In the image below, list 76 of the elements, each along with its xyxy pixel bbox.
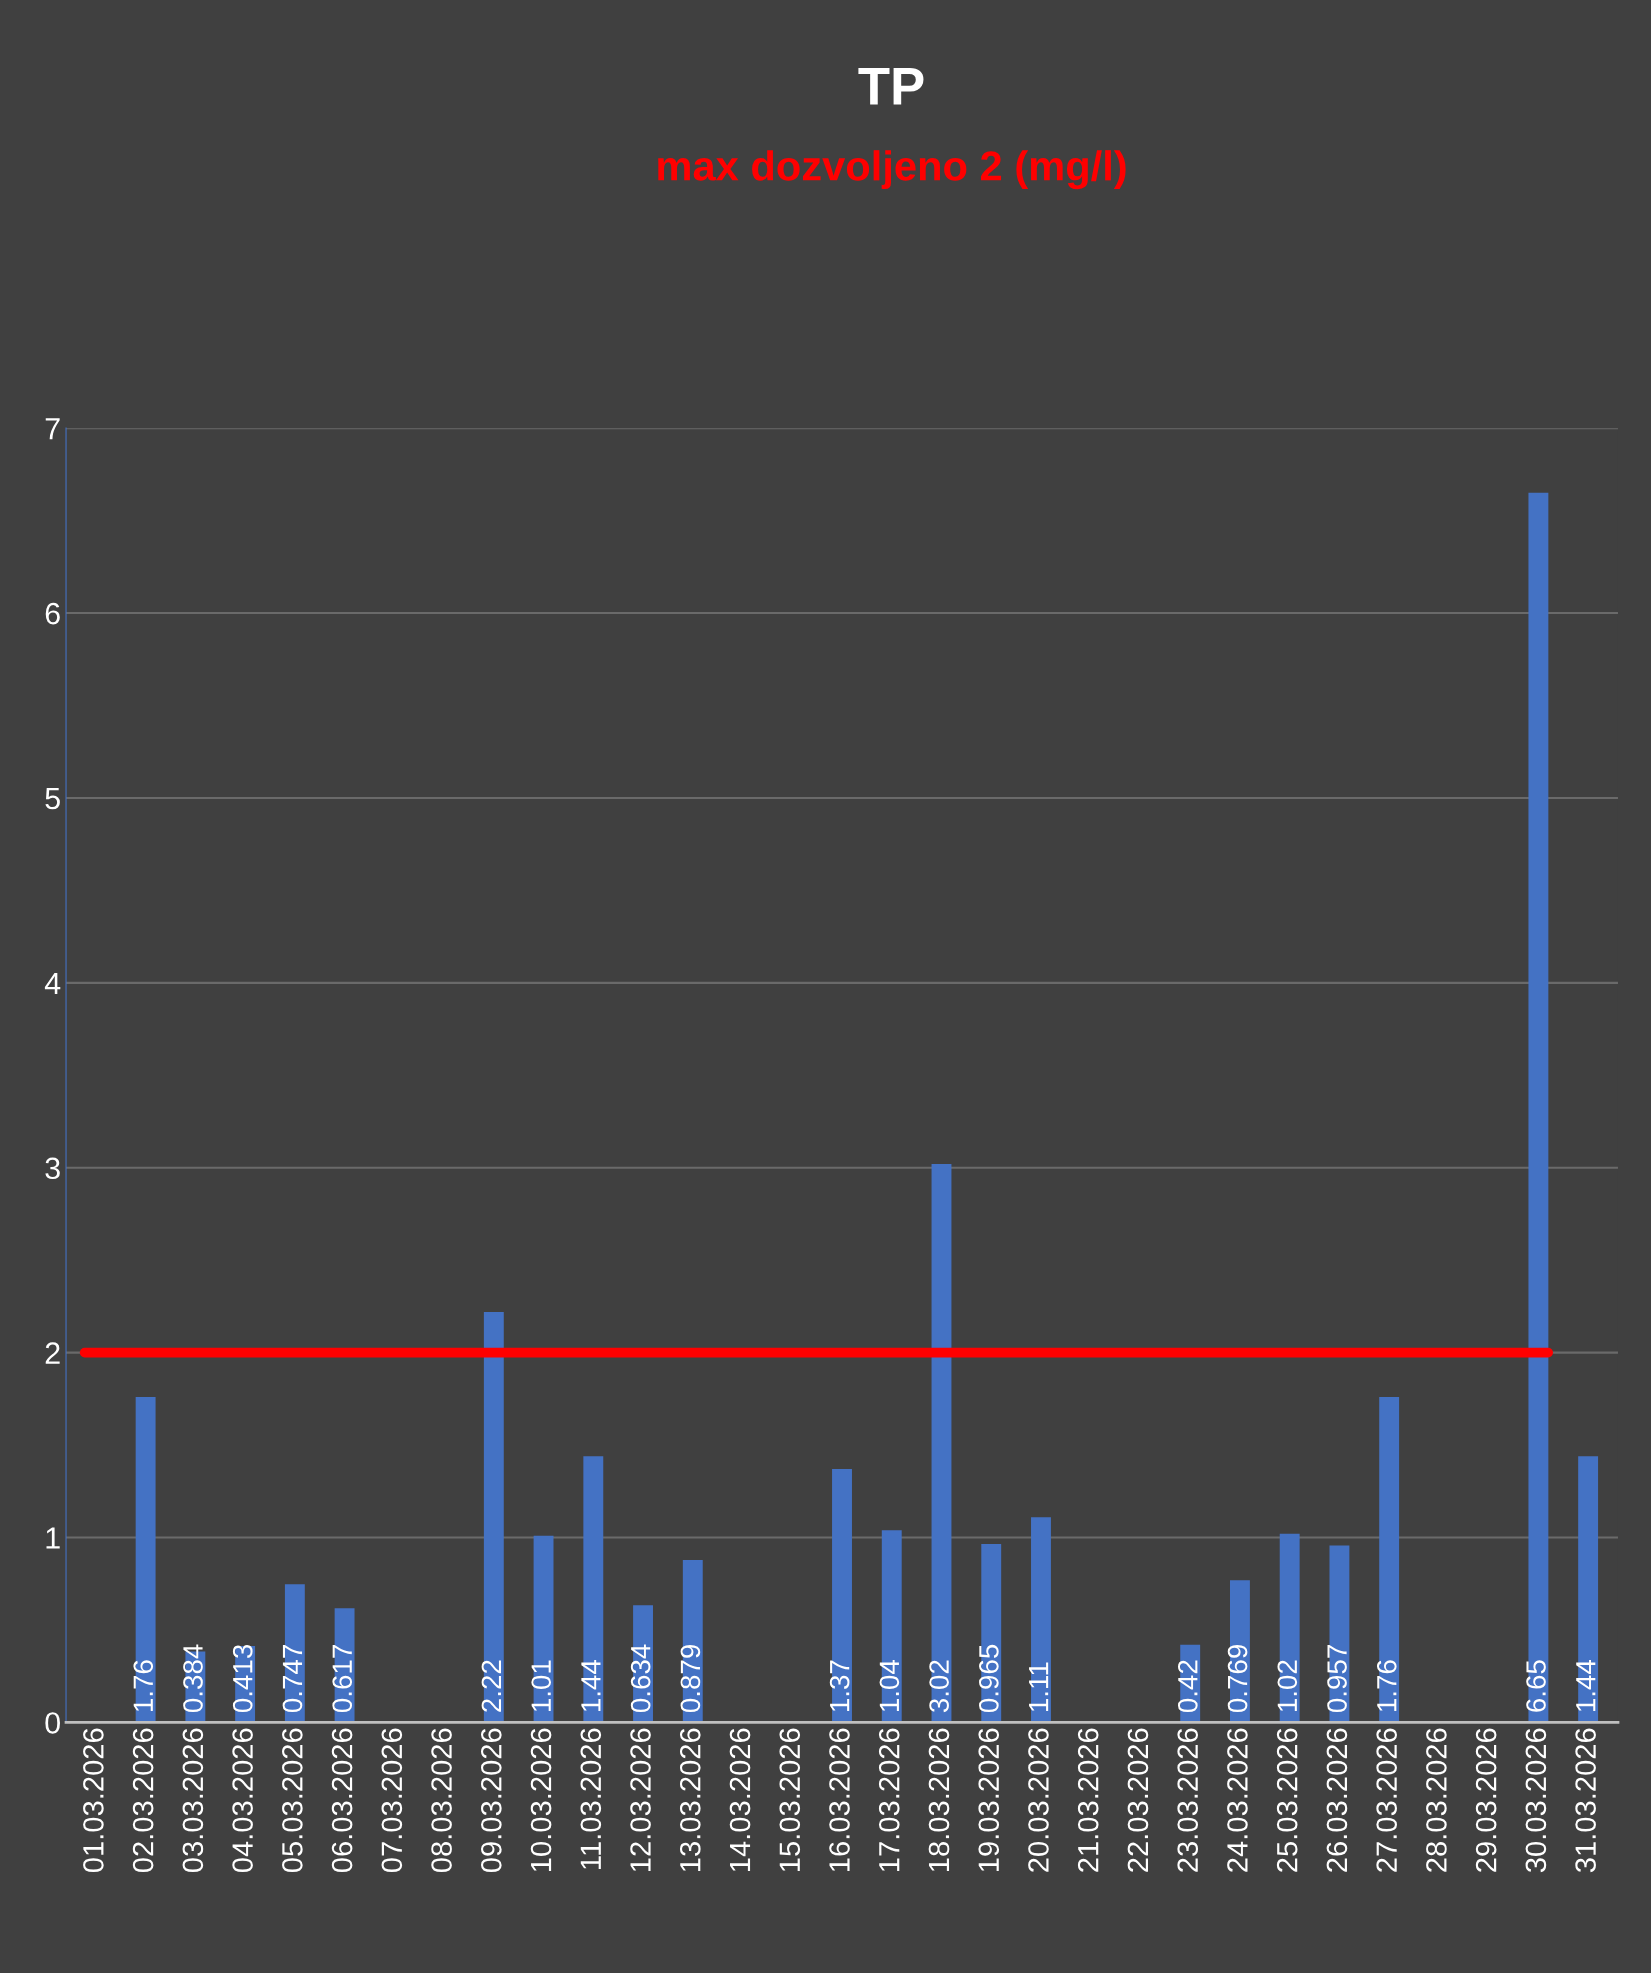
x-tick-label: 16.03.2026	[829, 1728, 850, 1872]
bar	[1578, 1456, 1599, 1723]
x-tick-label: 28.03.2026	[1426, 1728, 1447, 1872]
data-label: 1.02	[1277, 1660, 1298, 1712]
y-tick-label: 1	[46, 1527, 60, 1549]
x-tick-label: 29.03.2026	[1475, 1728, 1497, 1872]
y-tick-label: 4	[44, 972, 61, 994]
x-tick-label: 08.03.2026	[431, 1728, 452, 1873]
data-label: 1.01	[531, 1660, 552, 1712]
data-label: 0.957	[1327, 1645, 1347, 1713]
x-tick-label: 31.03.2026	[1575, 1728, 1596, 1873]
x-tick-label: 27.03.2026	[1376, 1728, 1397, 1872]
x-tick-label: 04.03.2026	[232, 1728, 253, 1873]
x-tick-label: 12.03.2026	[630, 1728, 651, 1872]
x-tick-label: 05.03.2026	[282, 1728, 303, 1873]
y-tick-label: 0	[45, 1712, 60, 1734]
x-tick-label: 21.03.2026	[1077, 1728, 1099, 1872]
x-tick-label: 01.03.2026	[83, 1728, 104, 1873]
data-label: 3.02	[929, 1660, 949, 1713]
x-tick-label: 14.03.2026	[729, 1728, 751, 1872]
x-tick-label: 02.03.2026	[132, 1728, 154, 1873]
bar	[1031, 1517, 1051, 1723]
y-tick-label: 3	[45, 1157, 60, 1180]
data-label: 6.65	[1526, 1660, 1546, 1712]
x-tick-label: 06.03.2026	[331, 1728, 353, 1873]
data-label: 0.42	[1177, 1660, 1198, 1713]
bar	[1279, 1533, 1300, 1723]
data-label: 0.965	[979, 1644, 999, 1713]
y-tick-label: 5	[45, 787, 60, 810]
bar	[483, 1311, 504, 1723]
y-tick-label: 6	[45, 602, 60, 625]
data-label: 0.617	[332, 1645, 353, 1713]
bar	[583, 1456, 604, 1723]
bar	[881, 1530, 902, 1723]
data-label: 1.37	[829, 1660, 850, 1712]
x-tick-label: 26.03.2026	[1326, 1728, 1348, 1872]
data-label: 0.747	[282, 1645, 303, 1713]
bar	[931, 1164, 952, 1723]
y-tick-label: 2	[45, 1342, 60, 1364]
data-label: 2.22	[481, 1660, 501, 1712]
data-label: 1.76	[1376, 1660, 1397, 1712]
data-label: 1.44	[1576, 1659, 1596, 1712]
x-tick-label: 24.03.2026	[1227, 1728, 1248, 1872]
data-label: 0.769	[1227, 1644, 1248, 1713]
bar	[1329, 1545, 1350, 1723]
x-tick-label: 03.03.2026	[182, 1728, 204, 1873]
data-label: 1.11	[1029, 1662, 1049, 1712]
data-label: 0.879	[680, 1644, 701, 1713]
y-tick-label: 7	[45, 418, 60, 440]
x-tick-label: 23.03.2026	[1177, 1728, 1199, 1872]
x-tick-label: 15.03.2026	[779, 1728, 801, 1872]
bar	[1379, 1397, 1400, 1723]
x-tick-label: 07.03.2026	[381, 1728, 403, 1873]
bar	[284, 1584, 305, 1723]
chart-subtitle: max dozvoljeno 2 (mg/l)	[658, 150, 1126, 190]
data-label: 0.634	[630, 1644, 651, 1713]
x-tick-label: 11.03.2026	[580, 1728, 602, 1869]
x-tick-label: 13.03.2026	[679, 1728, 701, 1872]
bar	[135, 1397, 156, 1723]
x-tick-label: 10.03.2026	[530, 1728, 552, 1872]
bar	[1528, 492, 1549, 1723]
data-label: 0.384	[183, 1644, 203, 1713]
data-label: 1.76	[133, 1660, 154, 1712]
x-tick-label: 20.03.2026	[1028, 1728, 1049, 1872]
x-tick-label: 17.03.2026	[878, 1728, 900, 1872]
chart-title: TP	[858, 68, 924, 105]
data-label: 1.04	[879, 1659, 900, 1712]
x-tick-label: 09.03.2026	[480, 1728, 502, 1873]
data-label: 0.413	[232, 1644, 253, 1713]
bar	[533, 1535, 554, 1723]
data-label: 1.44	[581, 1659, 601, 1712]
x-tick-label: 18.03.2026	[928, 1728, 950, 1872]
x-tick-label: 19.03.2026	[978, 1728, 1000, 1872]
x-tick-label: 22.03.2026	[1127, 1728, 1149, 1872]
x-tick-label: 30.03.2026	[1525, 1728, 1547, 1873]
x-tick-label: 25.03.2026	[1276, 1728, 1298, 1872]
